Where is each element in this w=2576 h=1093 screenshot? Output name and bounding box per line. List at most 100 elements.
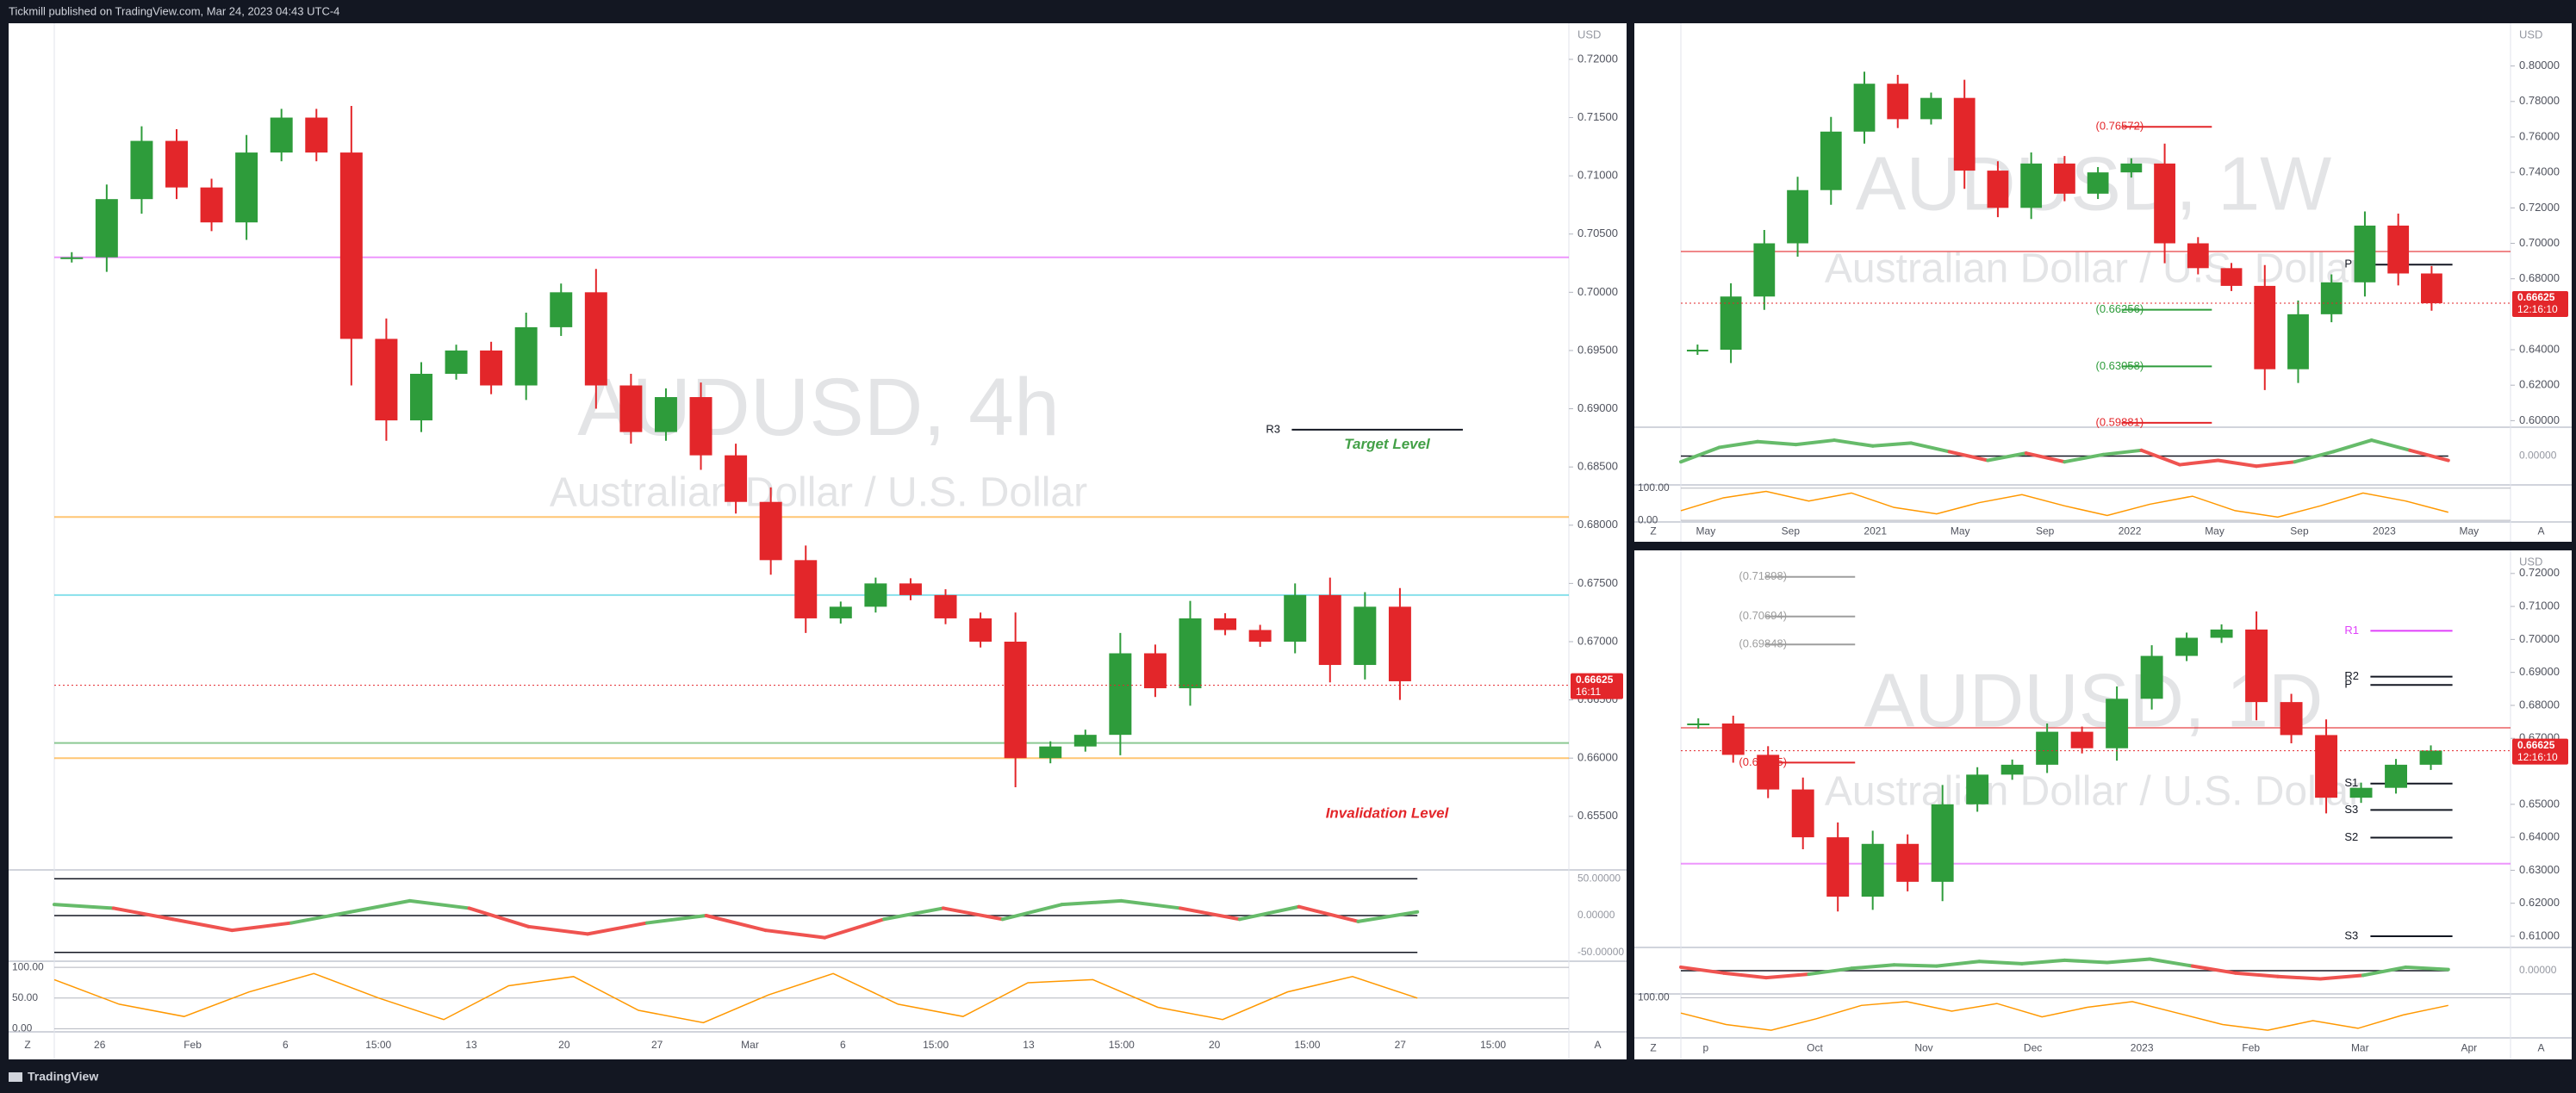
candle-body	[829, 606, 852, 618]
candle-body	[2385, 764, 2407, 788]
annotation: Target Level	[1344, 436, 1431, 452]
oscillator-segment	[2369, 438, 2412, 452]
y-tick-label: 0.62000	[2519, 378, 2560, 391]
candle-body	[2087, 172, 2109, 194]
candle-body	[235, 152, 258, 223]
candle-body	[514, 326, 538, 386]
candle-body	[1073, 735, 1097, 747]
time-label: Dec	[2024, 1042, 2042, 1054]
candle-body	[1039, 746, 1062, 759]
y-tick-label: 0.69500	[1577, 343, 1618, 356]
candle-body	[130, 140, 153, 200]
level-label: R2	[2344, 669, 2359, 682]
stochastic-tick-label: 100.00	[1638, 991, 1670, 1003]
oscillator-segment	[348, 898, 412, 914]
oscillator-segment	[1356, 910, 1420, 923]
candle-body	[2349, 787, 2373, 798]
candle-body	[1353, 606, 1377, 666]
time-label: 27	[1395, 1039, 1407, 1051]
candle-body	[1966, 774, 1989, 804]
level-label: R1	[2344, 624, 2359, 637]
oscillator-segment	[1679, 965, 1726, 975]
oscillator-segment	[2100, 448, 2144, 456]
level-label: (0.71898)	[1739, 569, 1787, 582]
scale-button: A	[2537, 1042, 2544, 1054]
time-label: 27	[651, 1039, 663, 1051]
oscillator-segment	[2139, 448, 2182, 467]
y-tick-label: 0.68500	[1577, 460, 1618, 473]
candle-body	[1757, 755, 1780, 790]
candle-body	[2210, 629, 2233, 638]
level-label: (0.59881)	[2096, 415, 2144, 428]
time-label: 2022	[2119, 525, 2142, 537]
time-label: 26	[94, 1039, 106, 1051]
oscillator-segment	[763, 928, 827, 940]
oscillator-segment	[2105, 957, 2152, 965]
level-label: (0.70694)	[1739, 609, 1787, 622]
time-label: Feb	[2242, 1042, 2260, 1054]
candle-body	[1248, 630, 1272, 642]
candle-body	[654, 397, 677, 432]
oscillator-segment	[408, 898, 471, 910]
candle-body	[1920, 97, 1942, 120]
y-tick-label: 0.80000	[2519, 59, 2560, 71]
y-tick-label: 0.61000	[2519, 928, 2560, 941]
oscillator-segment	[1000, 903, 1064, 922]
candle-body	[969, 618, 992, 642]
oscillator-segment	[2019, 958, 2067, 966]
candle-body	[2320, 282, 2343, 314]
candle-body	[1179, 618, 1202, 689]
y-tick-label: 0.64000	[2519, 342, 2560, 355]
oscillator-segment	[2361, 965, 2408, 978]
oscillator-segment	[1060, 898, 1123, 907]
stochastic-tick-label: 100.00	[12, 960, 44, 972]
y-tick-label: 0.65500	[1577, 809, 1618, 822]
candle-body	[1318, 594, 1341, 666]
candle-body	[864, 583, 887, 607]
time-label: 20	[1209, 1039, 1221, 1051]
oscillator-segment	[1679, 445, 1721, 464]
candle-body	[480, 350, 503, 386]
candle-body	[2175, 637, 2199, 656]
candle-body	[1284, 594, 1307, 642]
last-price-badge	[2512, 290, 2568, 317]
candle-body	[1953, 97, 1976, 171]
y-tick-label: 0.68000	[1577, 518, 1618, 531]
time-label: 13	[465, 1039, 477, 1051]
oscillator-tick-label: 0.00000	[2519, 450, 2557, 462]
candle-body	[1861, 843, 1884, 897]
currency-label: USD	[2519, 28, 2542, 40]
candle-body	[305, 117, 328, 153]
watermark-description: Australian Dollar / U.S. Dollar	[1825, 246, 2362, 292]
level-label: S1	[2344, 776, 2358, 789]
oscillator-segment	[1947, 450, 1990, 463]
oscillator-segment	[1764, 972, 1811, 980]
y-tick-label: 0.71000	[2519, 599, 2560, 612]
candle-body	[200, 187, 223, 223]
candle-body	[2154, 163, 2175, 244]
oscillator-segment	[2404, 965, 2450, 972]
countdown-label: 12:16:10	[2517, 751, 2558, 763]
candle-body	[2020, 163, 2043, 208]
time-label: 2021	[1864, 525, 1887, 537]
y-tick-label: 0.70000	[2519, 632, 2560, 645]
oscillator-segment	[111, 906, 175, 922]
oscillator-segment	[2318, 973, 2365, 981]
time-label: 2023	[2131, 1042, 2154, 1054]
oscillator-segment	[2063, 452, 2105, 464]
candle-body	[270, 117, 293, 153]
chart-panel: AUDUSD, 4h Australian Dollar / U.S. Dolla…	[9, 23, 1627, 1059]
countdown-label: 12:16:10	[2517, 303, 2558, 315]
candle-body	[2387, 225, 2410, 274]
oscillator-segment	[1179, 906, 1241, 922]
time-label: May	[2460, 525, 2480, 537]
time-label: 20	[558, 1039, 570, 1051]
currency-label: USD	[1577, 28, 1601, 40]
y-tick-label: 0.68000	[2519, 698, 2560, 711]
level-label: P	[2344, 258, 2352, 270]
stochastic-line	[53, 972, 1418, 1024]
